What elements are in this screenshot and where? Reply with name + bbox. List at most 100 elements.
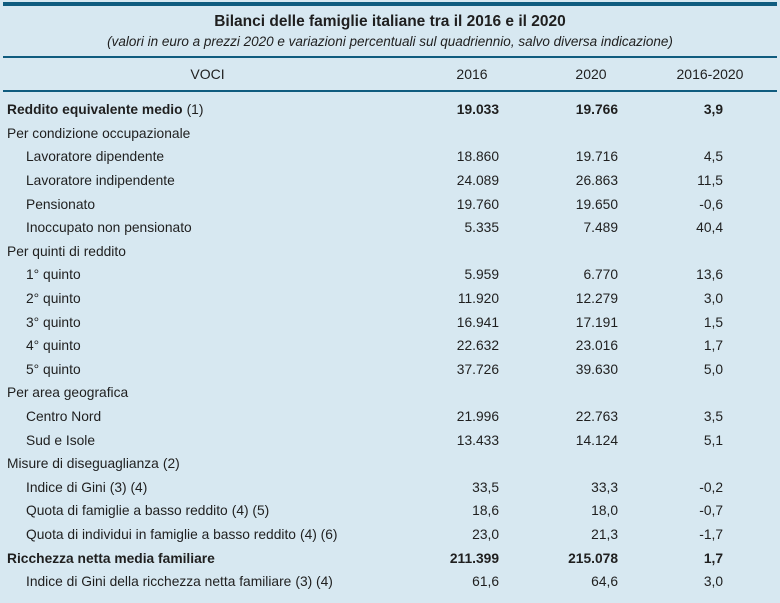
value-2016-2020: -0,7 xyxy=(699,503,723,519)
table-row: Inoccupato non pensionato 5.335 7.489 40… xyxy=(0,216,780,240)
value-2016-2020: 1,7 xyxy=(703,550,723,566)
table-row: Ricchezza netta media familiare 211.399 … xyxy=(0,546,780,570)
value-2016-2020: 40,4 xyxy=(696,220,723,236)
table-row: 1° quinto 5.959 6.770 13,6 xyxy=(0,263,780,287)
value-2020: 12.279 xyxy=(575,291,618,307)
row-label-cell: Lavoratore dipendente xyxy=(0,149,435,164)
value-2016: 21.996 xyxy=(456,409,499,425)
value-2016-2020: -0,6 xyxy=(699,196,723,212)
row-label-cell: Lavoratore indipendente xyxy=(0,173,435,188)
column-header-2016-2020: 2016-2020 xyxy=(676,66,744,82)
table-row: 4° quinto 22.632 23.016 1,7 xyxy=(0,334,780,358)
value-2016: 5.959 xyxy=(464,267,499,283)
value-2020: 39.630 xyxy=(575,361,618,377)
row-label: Per quinti di reddito xyxy=(7,243,126,259)
table-row: Lavoratore dipendente 18.860 19.716 4,5 xyxy=(0,145,780,169)
row-note: (3) (4) xyxy=(295,574,333,590)
row-label-cell: Per area geografica xyxy=(0,385,435,400)
row-label: Lavoratore indipendente xyxy=(26,173,175,189)
divider xyxy=(3,56,777,58)
table-subtitle: (valori in euro a prezzi 2020 e variazio… xyxy=(107,34,673,49)
table-row: Quota di famiglie a basso reddito (4) (5)… xyxy=(0,499,780,523)
table-row: Indice di Gini della ricchezza netta fam… xyxy=(0,570,780,594)
table-body: Reddito equivalente medio (1) 19.033 19.7… xyxy=(0,92,780,593)
column-header-2020: 2020 xyxy=(575,66,607,82)
row-label: Pensionato xyxy=(26,196,96,212)
value-2016-2020: -0,2 xyxy=(699,479,723,495)
value-2016-2020: 13,6 xyxy=(696,267,723,283)
value-2016: 33,5 xyxy=(472,479,499,495)
row-label: 5° quinto xyxy=(26,361,81,377)
table-row: Per condizione occupazionale xyxy=(0,122,780,146)
table-row: Per quinti di reddito xyxy=(0,240,780,264)
row-label: Sud e Isole xyxy=(26,432,96,448)
table-row: Misure di diseguaglianza (2) xyxy=(0,452,780,476)
value-2020: 64,6 xyxy=(591,574,618,590)
value-2016-2020: 5,0 xyxy=(703,361,723,377)
table-row: Centro Nord 21.996 22.763 3,5 xyxy=(0,405,780,429)
table-row: 5° quinto 37.726 39.630 5,0 xyxy=(0,358,780,382)
value-2016: 211.399 xyxy=(449,550,499,566)
value-2016-2020: 4,5 xyxy=(703,149,723,165)
row-label: Indice di Gini xyxy=(26,479,106,495)
value-2020: 6.770 xyxy=(583,267,618,283)
value-2020: 215.078 xyxy=(568,550,618,566)
table-header-row: VOCI 2016 2020 2016-2020 xyxy=(0,58,780,90)
row-label: 1° quinto xyxy=(26,267,81,283)
row-label-cell: 5° quinto xyxy=(0,362,435,377)
value-2016-2020: 3,9 xyxy=(703,102,723,118)
top-divider xyxy=(3,2,777,6)
row-label: Ricchezza netta media familiare xyxy=(7,550,215,566)
value-2016: 13.433 xyxy=(456,432,499,448)
row-label-cell: 4° quinto xyxy=(0,338,435,353)
table-row: Quota di individui in famiglie a basso r… xyxy=(0,523,780,547)
value-2016: 18.860 xyxy=(456,149,499,165)
value-2016: 61,6 xyxy=(472,574,499,590)
table-row: Per area geografica xyxy=(0,381,780,405)
value-2020: 19.716 xyxy=(575,149,618,165)
value-2020: 19.766 xyxy=(575,102,618,118)
row-note: (4) (5) xyxy=(231,503,270,519)
row-label-cell: Centro Nord xyxy=(0,409,435,424)
row-label-cell: 3° quinto xyxy=(0,315,435,330)
row-note: (4) (6) xyxy=(299,526,338,542)
value-2016: 11.920 xyxy=(457,291,499,307)
row-label-cell: Reddito equivalente medio (1) xyxy=(0,102,435,117)
value-2020: 23.016 xyxy=(575,338,618,354)
table-row: Reddito equivalente medio (1) 19.033 19.7… xyxy=(0,98,780,122)
value-2016: 23,0 xyxy=(472,526,499,542)
value-2016-2020: 1,5 xyxy=(703,314,723,330)
value-2020: 14.124 xyxy=(575,432,618,448)
value-2016: 18,6 xyxy=(472,503,499,519)
value-2020: 22.763 xyxy=(575,409,618,425)
table-row: Pensionato 19.760 19.650 -0,6 xyxy=(0,192,780,216)
row-label: 3° quinto xyxy=(26,314,81,330)
row-label: Quota di famiglie a basso reddito xyxy=(26,503,228,519)
row-label-cell: Quota di famiglie a basso reddito (4) (5) xyxy=(0,503,435,518)
value-2016-2020: 11,5 xyxy=(697,173,723,189)
row-note: (3) (4) xyxy=(109,479,148,495)
row-label: 4° quinto xyxy=(26,338,81,354)
value-2016-2020: -1,7 xyxy=(699,526,723,542)
value-2016-2020: 3,5 xyxy=(703,409,723,425)
row-label-cell: Per quinti di reddito xyxy=(0,244,435,259)
value-2016-2020: 3,0 xyxy=(703,574,723,590)
value-2016: 5.335 xyxy=(464,220,499,236)
table-row: 3° quinto 16.941 17.191 1,5 xyxy=(0,310,780,334)
row-note: (2) xyxy=(162,456,180,472)
row-label: Reddito equivalente medio xyxy=(7,102,183,118)
table-title: Bilanci delle famiglie italiane tra il 2… xyxy=(214,13,566,30)
column-header-2016: 2016 xyxy=(456,66,488,82)
value-2020: 33,3 xyxy=(591,479,618,495)
value-2016-2020: 1,7 xyxy=(703,338,723,354)
row-label: Indice di Gini della ricchezza netta fam… xyxy=(26,574,292,590)
row-label: Per area geografica xyxy=(7,385,129,401)
value-2016: 16.941 xyxy=(456,314,499,330)
value-2020: 19.650 xyxy=(575,196,618,212)
value-2016-2020: 3,0 xyxy=(703,291,723,307)
row-note: (1) xyxy=(186,102,204,118)
row-label-cell: 2° quinto xyxy=(0,291,435,306)
row-label-cell: Pensionato xyxy=(0,197,435,212)
row-label: Quota di individui in famiglie a basso r… xyxy=(26,526,296,542)
